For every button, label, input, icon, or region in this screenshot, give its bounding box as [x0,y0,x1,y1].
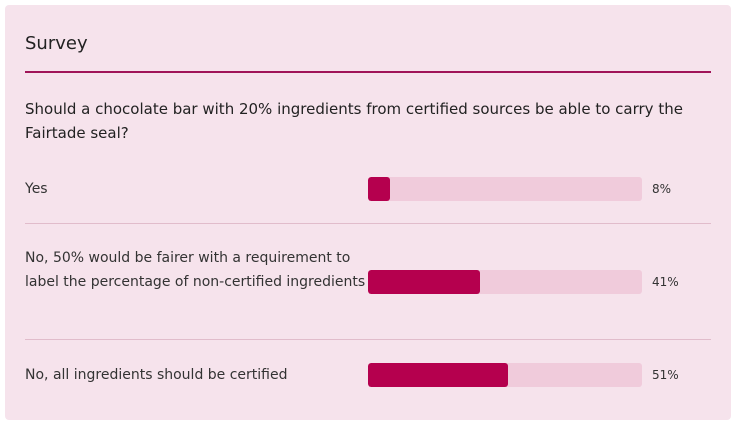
survey-card: Survey Should a chocolate bar with 20% i… [5,5,731,420]
row-divider [25,223,711,224]
result-bar-fill [368,363,508,387]
answer-label: No, 50% would be fairer with a requireme… [25,250,366,290]
result-bar-track [368,270,642,294]
result-bar-track [368,177,642,201]
result-bar-track [368,363,642,387]
row-divider [25,339,711,340]
title-divider [25,71,711,73]
survey-question: Should a chocolate bar with 20% ingredie… [25,100,683,142]
result-percent: 8% [652,182,672,196]
survey-title: Survey [25,33,88,54]
answer-label: No, all ingredients should be certified [25,367,288,383]
result-percent: 41% [652,275,679,289]
result-bar-fill [368,270,481,294]
result-percent: 51% [652,368,679,382]
answer-label: Yes [25,181,48,197]
result-bar-fill [368,177,390,201]
